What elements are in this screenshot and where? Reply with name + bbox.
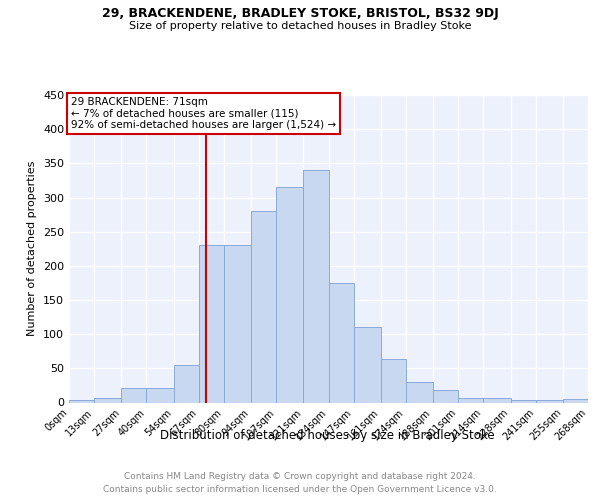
Bar bbox=[199, 246, 224, 402]
Bar bbox=[381, 360, 406, 403]
Bar bbox=[304, 170, 329, 402]
Bar bbox=[173, 365, 199, 403]
Bar bbox=[94, 398, 121, 402]
Bar bbox=[146, 388, 173, 402]
Bar bbox=[433, 390, 458, 402]
Bar bbox=[484, 398, 511, 402]
Bar bbox=[121, 388, 146, 402]
Bar bbox=[276, 187, 304, 402]
Bar bbox=[353, 328, 381, 402]
Bar bbox=[458, 398, 484, 402]
Text: Contains HM Land Registry data © Crown copyright and database right 2024.: Contains HM Land Registry data © Crown c… bbox=[124, 472, 476, 481]
Bar bbox=[563, 399, 588, 402]
Bar bbox=[251, 211, 276, 402]
Text: Contains public sector information licensed under the Open Government Licence v3: Contains public sector information licen… bbox=[103, 485, 497, 494]
Text: 29 BRACKENDENE: 71sqm
← 7% of detached houses are smaller (115)
92% of semi-deta: 29 BRACKENDENE: 71sqm ← 7% of detached h… bbox=[71, 97, 336, 130]
Bar bbox=[329, 283, 353, 403]
Text: 29, BRACKENDENE, BRADLEY STOKE, BRISTOL, BS32 9DJ: 29, BRACKENDENE, BRADLEY STOKE, BRISTOL,… bbox=[101, 8, 499, 20]
Bar bbox=[511, 400, 536, 402]
Bar bbox=[69, 400, 94, 402]
Bar bbox=[536, 400, 563, 402]
Bar bbox=[406, 382, 433, 402]
Y-axis label: Number of detached properties: Number of detached properties bbox=[28, 161, 37, 336]
Text: Size of property relative to detached houses in Bradley Stoke: Size of property relative to detached ho… bbox=[129, 21, 471, 31]
Bar bbox=[224, 246, 251, 402]
Text: Distribution of detached houses by size in Bradley Stoke: Distribution of detached houses by size … bbox=[160, 430, 494, 442]
